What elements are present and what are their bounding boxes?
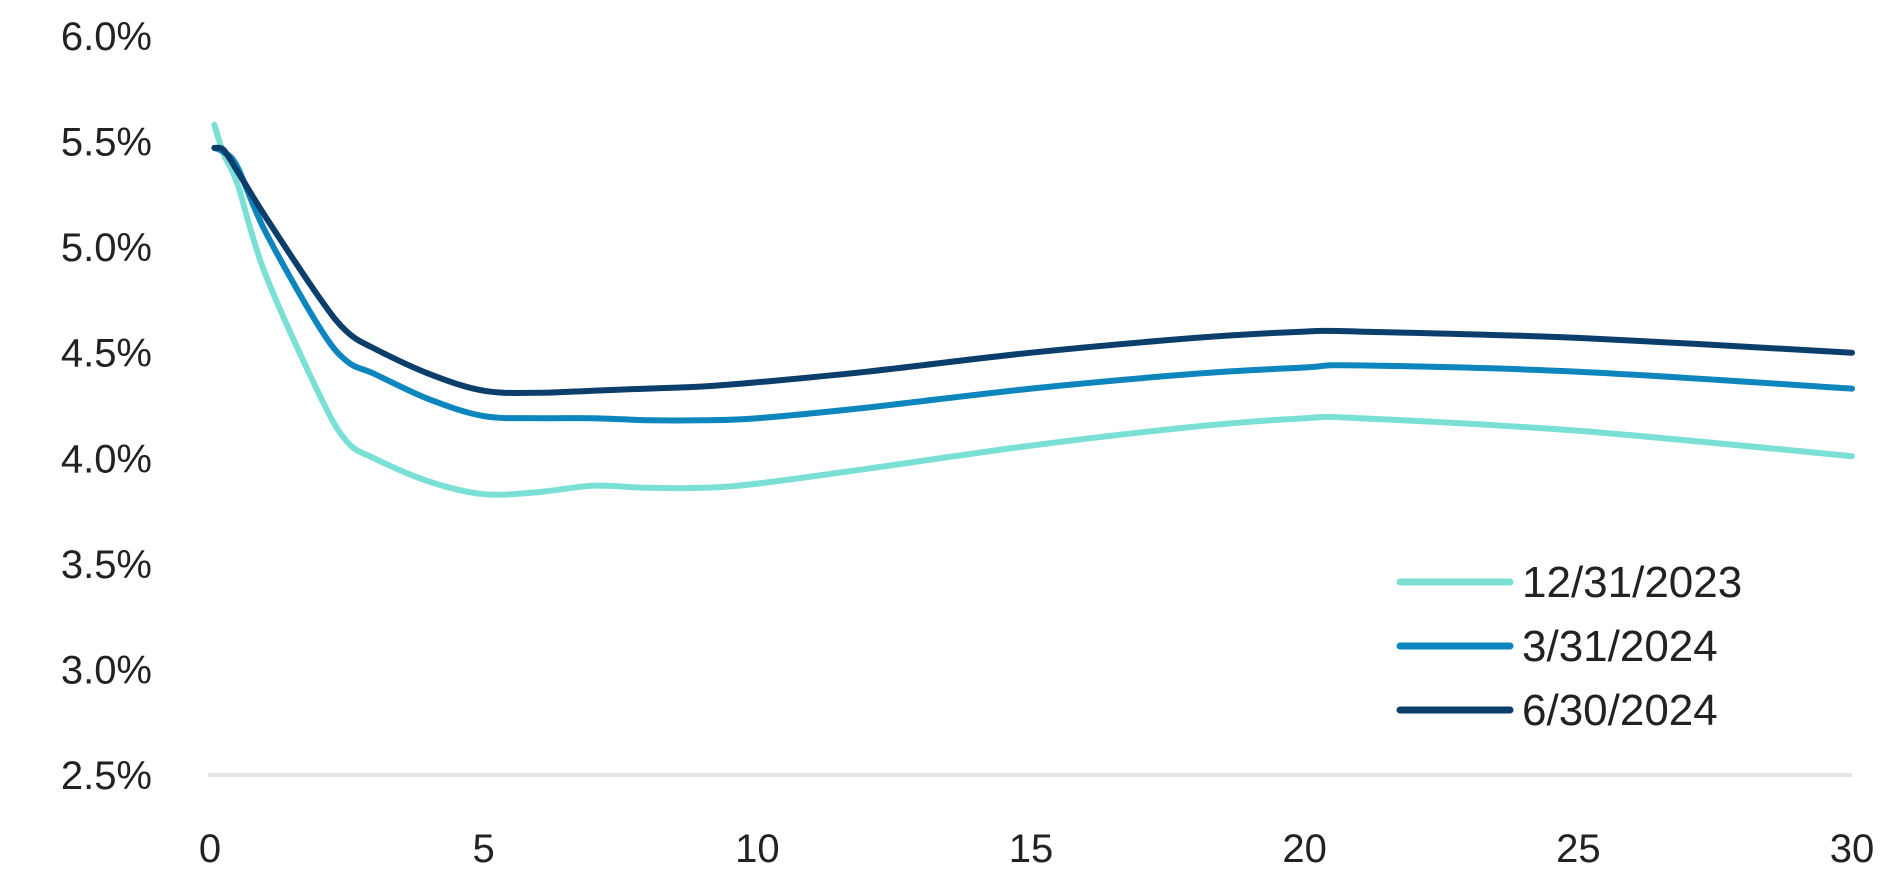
x-tick-label: 0 (199, 827, 221, 871)
y-tick-label: 4.0% (61, 437, 152, 481)
x-tick-label: 30 (1830, 827, 1875, 871)
x-tick-label: 15 (1009, 827, 1054, 871)
x-tick-label: 10 (735, 827, 780, 871)
legend-label: 3/31/2024 (1522, 622, 1718, 671)
y-tick-label: 3.0% (61, 648, 152, 692)
x-axis-ticks: 0 5 10 15 20 25 30 (199, 827, 1874, 871)
x-tick-label: 20 (1282, 827, 1327, 871)
legend-label: 12/31/2023 (1522, 558, 1742, 607)
series-lines (211, 121, 1855, 498)
x-tick-label: 5 (473, 827, 495, 871)
series-line-3 (211, 144, 1855, 396)
series-line-2 (211, 144, 1855, 424)
y-tick-label: 4.5% (61, 332, 152, 376)
y-tick-label: 5.0% (61, 226, 152, 270)
legend: 12/31/2023 3/31/2024 6/30/2024 (1396, 558, 1742, 735)
y-tick-label: 3.5% (61, 543, 152, 587)
legend-label: 6/30/2024 (1522, 686, 1718, 735)
y-axis-ticks: 2.5% 3.0% 3.5% 4.0% 4.5% 5.0% 5.5% 6.0% (61, 15, 152, 798)
x-tick-label: 25 (1556, 827, 1601, 871)
series-line-1 (211, 121, 1855, 498)
y-tick-label: 2.5% (61, 754, 152, 798)
y-tick-label: 5.5% (61, 121, 152, 165)
y-tick-label: 6.0% (61, 15, 152, 59)
